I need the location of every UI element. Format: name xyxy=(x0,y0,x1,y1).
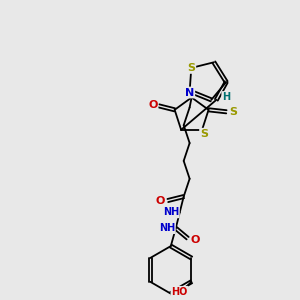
Text: NH: NH xyxy=(159,223,175,233)
Text: H: H xyxy=(222,92,230,102)
Text: N: N xyxy=(185,88,194,98)
Text: S: S xyxy=(187,63,195,73)
Text: NH: NH xyxy=(163,207,179,218)
Text: S: S xyxy=(229,107,237,117)
Text: O: O xyxy=(191,235,200,245)
Text: HO: HO xyxy=(171,287,188,297)
Text: S: S xyxy=(200,129,208,139)
Text: O: O xyxy=(148,100,158,110)
Text: O: O xyxy=(155,196,165,206)
